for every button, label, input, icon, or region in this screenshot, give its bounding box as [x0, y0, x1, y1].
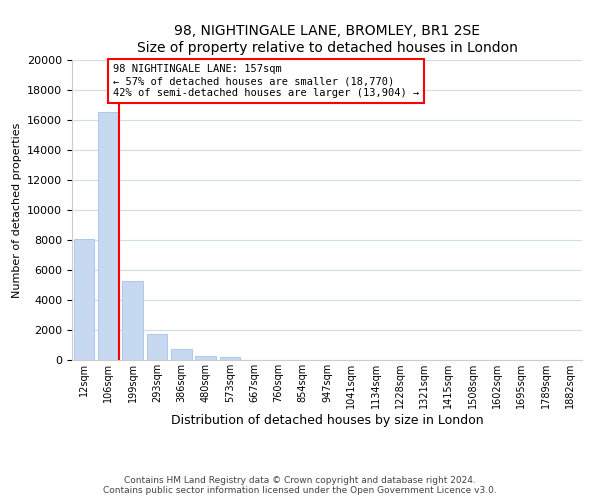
Y-axis label: Number of detached properties: Number of detached properties: [11, 122, 22, 298]
Text: Contains HM Land Registry data © Crown copyright and database right 2024.
Contai: Contains HM Land Registry data © Crown c…: [103, 476, 497, 495]
Text: 98 NIGHTINGALE LANE: 157sqm
← 57% of detached houses are smaller (18,770)
42% of: 98 NIGHTINGALE LANE: 157sqm ← 57% of det…: [113, 64, 419, 98]
Bar: [122, 280, 143, 360]
Bar: [220, 356, 240, 360]
Bar: [171, 349, 191, 360]
Bar: [195, 356, 216, 360]
Title: 98, NIGHTINGALE LANE, BROMLEY, BR1 2SE
Size of property relative to detached hou: 98, NIGHTINGALE LANE, BROMLEY, BR1 2SE S…: [137, 24, 517, 54]
X-axis label: Distribution of detached houses by size in London: Distribution of detached houses by size …: [170, 414, 484, 427]
Bar: [74, 238, 94, 360]
Bar: [146, 334, 167, 360]
Bar: [98, 112, 119, 360]
